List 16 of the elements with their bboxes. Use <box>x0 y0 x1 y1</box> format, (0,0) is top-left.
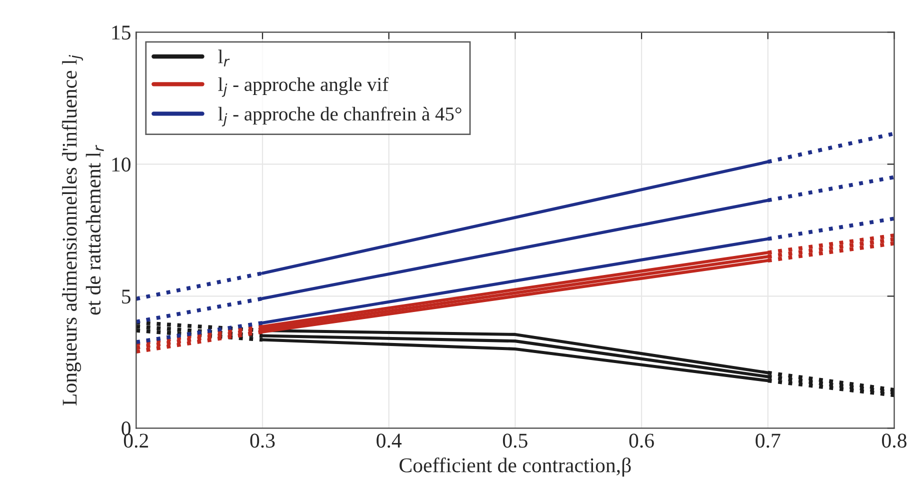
x-tick-label: 0.6 <box>629 434 654 448</box>
legend-label: l$_{r}$ <box>218 50 230 66</box>
x-tick-label: 0.7 <box>756 434 780 448</box>
y-tick-label: 5 <box>122 290 130 304</box>
text: Longueurs adimensionnelles d'influence l$_{j}$ et de rattachement l$_{r}$ <box>62 54 104 406</box>
x-tick-label: 0.4 <box>376 434 402 448</box>
y-tick-label: 10 <box>112 158 131 172</box>
x-tick-label: 0.5 <box>502 434 528 448</box>
x-tick-label: 0.2 <box>124 434 148 448</box>
x-tick-label: 0.8 <box>882 434 906 448</box>
legend-label: l$_{j}$ - approche de chanfrein à 45° <box>218 106 462 126</box>
x-tick-label: 0.3 <box>250 434 275 448</box>
y-tick-label: 0 <box>122 422 131 436</box>
x-axis-title: Coefficient de contraction,β <box>400 457 631 477</box>
legend-label: l$_{j}$ - approche angle vif <box>218 77 389 97</box>
y-tick-label: 15 <box>112 26 130 40</box>
